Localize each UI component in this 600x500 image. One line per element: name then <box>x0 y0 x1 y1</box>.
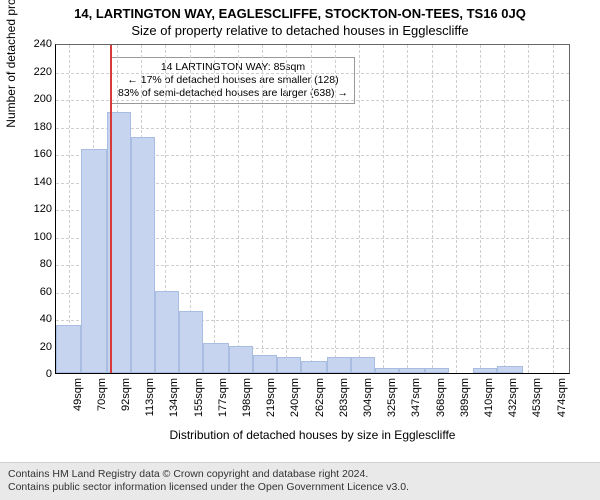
x-tick-label: 389sqm <box>459 378 471 438</box>
y-tick-label: 100 <box>12 231 52 243</box>
gridline-v <box>69 45 70 373</box>
x-tick-label: 113sqm <box>144 378 156 438</box>
y-tick-label: 60 <box>12 286 52 298</box>
x-tick-label: 368sqm <box>435 378 447 438</box>
x-tick-label: 92sqm <box>120 378 132 438</box>
x-tick-label: 432sqm <box>507 378 519 438</box>
x-tick-label: 49sqm <box>72 378 84 438</box>
histogram-bar <box>56 325 81 373</box>
gridline-v <box>480 45 481 373</box>
x-tick-label: 134sqm <box>168 378 180 438</box>
annotation-line3: 83% of semi-detached houses are larger (… <box>118 87 348 100</box>
histogram-plot: 14 LARTINGTON WAY: 85sqm ← 17% of detach… <box>55 44 570 374</box>
histogram-bar <box>203 343 228 373</box>
y-tick-label: 160 <box>12 148 52 160</box>
y-tick-label: 200 <box>12 93 52 105</box>
x-tick-label: 240sqm <box>289 378 301 438</box>
histogram-bar <box>473 368 497 374</box>
x-tick-label: 453sqm <box>531 378 543 438</box>
y-tick-label: 0 <box>12 368 52 380</box>
gridline-h <box>56 128 569 129</box>
annotation-line2: ← 17% of detached houses are smaller (12… <box>118 74 348 87</box>
x-tick-label: 262sqm <box>314 378 326 438</box>
histogram-bar <box>277 357 301 374</box>
x-tick-label: 325sqm <box>386 378 398 438</box>
license-footer: Contains HM Land Registry data © Crown c… <box>0 462 600 500</box>
gridline-v <box>359 45 360 373</box>
x-tick-label: 70sqm <box>96 378 108 438</box>
gridline-v <box>432 45 433 373</box>
y-tick-label: 80 <box>12 258 52 270</box>
histogram-bar <box>229 346 253 374</box>
histogram-bar <box>327 357 351 374</box>
gridline-v <box>528 45 529 373</box>
histogram-bar <box>81 149 106 373</box>
gridline-h <box>56 100 569 101</box>
x-tick-label: 219sqm <box>265 378 277 438</box>
histogram-bar <box>425 368 449 374</box>
histogram-bar <box>375 368 399 374</box>
gridline-v <box>504 45 505 373</box>
gridline-h <box>56 73 569 74</box>
histogram-bar <box>399 368 424 374</box>
y-tick-label: 140 <box>12 176 52 188</box>
marker-line <box>110 45 112 373</box>
y-tick-label: 180 <box>12 121 52 133</box>
y-tick-label: 240 <box>12 38 52 50</box>
gridline-v <box>286 45 287 373</box>
gridline-v <box>262 45 263 373</box>
histogram-bar <box>253 355 277 373</box>
address-title: 14, LARTINGTON WAY, EAGLESCLIFFE, STOCKT… <box>0 6 600 21</box>
gridline-v <box>383 45 384 373</box>
x-tick-label: 304sqm <box>362 378 374 438</box>
y-tick-label: 220 <box>12 66 52 78</box>
x-tick-label: 283sqm <box>338 378 350 438</box>
x-tick-label: 474sqm <box>556 378 568 438</box>
x-tick-label: 347sqm <box>410 378 422 438</box>
histogram-bar <box>131 137 155 374</box>
subtitle: Size of property relative to detached ho… <box>0 23 600 38</box>
histogram-bar <box>351 357 375 374</box>
x-tick-label: 155sqm <box>193 378 205 438</box>
y-tick-label: 20 <box>12 341 52 353</box>
histogram-bar <box>301 361 326 373</box>
histogram-bar <box>179 311 203 373</box>
x-tick-label: 177sqm <box>217 378 229 438</box>
gridline-v <box>238 45 239 373</box>
gridline-v <box>456 45 457 373</box>
x-tick-label: 198sqm <box>241 378 253 438</box>
gridline-v <box>553 45 554 373</box>
gridline-v <box>311 45 312 373</box>
annotation-box: 14 LARTINGTON WAY: 85sqm ← 17% of detach… <box>111 57 355 104</box>
y-tick-label: 120 <box>12 203 52 215</box>
gridline-v <box>214 45 215 373</box>
histogram-bar <box>497 366 522 373</box>
footer-line1: Contains HM Land Registry data © Crown c… <box>8 468 592 482</box>
y-tick-label: 40 <box>12 313 52 325</box>
gridline-v <box>407 45 408 373</box>
footer-line2: Contains public sector information licen… <box>8 481 592 495</box>
chart-title-block: 14, LARTINGTON WAY, EAGLESCLIFFE, STOCKT… <box>0 0 600 38</box>
gridline-v <box>335 45 336 373</box>
histogram-bar <box>155 291 179 374</box>
x-tick-label: 410sqm <box>483 378 495 438</box>
